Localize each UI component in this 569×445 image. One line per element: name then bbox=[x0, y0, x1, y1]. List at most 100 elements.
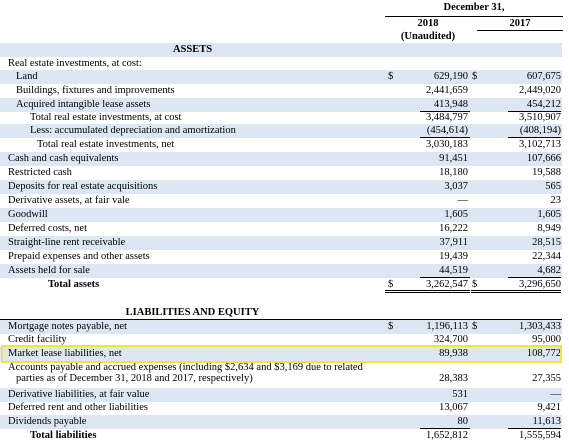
value-2018: 531 bbox=[452, 389, 468, 400]
value-2017: 4,682 bbox=[537, 265, 561, 276]
section-rule bbox=[0, 319, 562, 320]
highlight-box bbox=[1, 345, 562, 363]
value-2017: 565 bbox=[545, 181, 561, 192]
liabilities-title: LIABILITIES AND EQUITY bbox=[125, 307, 260, 318]
row-band bbox=[0, 236, 562, 250]
column-2018-header: 2018 bbox=[417, 18, 439, 29]
asset-row-label: Buildings, fixtures and improvements bbox=[16, 85, 175, 96]
subtotal-rule bbox=[508, 428, 561, 429]
dollar-sign: $ bbox=[388, 321, 394, 332]
subtotal-rule bbox=[420, 111, 470, 112]
value-2018: 2,441,659 bbox=[426, 85, 468, 96]
row-band bbox=[0, 264, 562, 278]
dollar-sign: $ bbox=[388, 279, 394, 290]
row-band bbox=[0, 70, 562, 84]
asset-row-label: Assets held for sale bbox=[8, 265, 90, 276]
value-2017: 454,212 bbox=[526, 99, 561, 110]
value-2017: — bbox=[550, 389, 562, 400]
value-2017: 23 bbox=[550, 195, 562, 206]
asset-row-label: Derivative assets, at fair vale bbox=[8, 195, 130, 206]
value-2018: 1,605 bbox=[444, 209, 468, 220]
row-band bbox=[0, 208, 562, 222]
value-2018: 629,190 bbox=[433, 71, 468, 82]
asset-row-label: Deposits for real estate acquisitions bbox=[8, 181, 158, 192]
dollar-sign: $ bbox=[472, 321, 478, 332]
subtotal-rule bbox=[420, 277, 470, 278]
value-2018: 3,484,797 bbox=[426, 112, 468, 123]
real-estate-subheading: Real estate investments, at cost: bbox=[8, 58, 142, 69]
value-2017: 3,296,650 bbox=[519, 279, 561, 290]
value-2017: 28,515 bbox=[532, 237, 561, 248]
value-2017: 95,000 bbox=[532, 334, 561, 345]
value-2017: 19,588 bbox=[532, 167, 561, 178]
value-2017: (408,194) bbox=[519, 125, 561, 136]
asset-row-label: Total real estate investments, net bbox=[37, 139, 175, 150]
period-rule bbox=[385, 16, 563, 17]
assets-title: ASSETS bbox=[172, 44, 213, 55]
value-2018: 16,222 bbox=[439, 223, 468, 234]
subtotal-rule bbox=[508, 277, 561, 278]
asset-row-label: Prepaid expenses and other assets bbox=[8, 251, 150, 262]
subtotal-rule bbox=[508, 111, 561, 112]
subtotal-rule bbox=[420, 428, 470, 429]
column-2017-header: 2017 bbox=[509, 18, 531, 29]
asset-row-label: Less: accumulated depreciation and amort… bbox=[30, 125, 236, 136]
total-double-rule bbox=[471, 290, 561, 293]
value-2017: 1,303,433 bbox=[519, 321, 561, 332]
value-2017: 2,449,020 bbox=[519, 85, 561, 96]
value-2018: 44,519 bbox=[439, 265, 468, 276]
liability-row-label: Mortgage notes payable, net bbox=[8, 321, 127, 332]
asset-row-label: Straight-line rent receivable bbox=[8, 237, 126, 248]
row-band bbox=[0, 415, 562, 429]
row-band bbox=[0, 320, 562, 334]
value-2018: 19,439 bbox=[439, 251, 468, 262]
total-double-rule bbox=[385, 290, 470, 293]
value-2018: 3,037 bbox=[444, 181, 468, 192]
row-band bbox=[0, 347, 562, 361]
dollar-sign: $ bbox=[472, 279, 478, 290]
asset-row-label: Total assets bbox=[48, 279, 100, 290]
value-2018: 3,030,183 bbox=[426, 139, 468, 150]
value-2018: 324,700 bbox=[433, 334, 468, 345]
asset-row-label: Cash and cash equivalents bbox=[8, 153, 119, 164]
row-band bbox=[0, 180, 562, 194]
value-2018: 1,652,812 bbox=[426, 430, 468, 441]
value-2018: 37,911 bbox=[439, 237, 469, 248]
value-2017: 27,355 bbox=[532, 373, 561, 384]
liability-row-label: Market lease liabilities, net bbox=[8, 348, 122, 359]
value-2018: 13,067 bbox=[439, 402, 468, 413]
row-band bbox=[0, 124, 562, 138]
value-2018: 18,180 bbox=[439, 167, 468, 178]
value-2017: 3,102,713 bbox=[519, 139, 561, 150]
value-2017: 8,949 bbox=[537, 223, 561, 234]
row-band bbox=[0, 98, 562, 112]
dollar-sign: $ bbox=[472, 71, 478, 82]
liability-row-label-cont: parties as of December 31, 2018 and 2017… bbox=[16, 373, 253, 384]
value-2017: 1,605 bbox=[537, 209, 561, 220]
value-2017: 108,772 bbox=[526, 348, 561, 359]
value-2018: 3,262,547 bbox=[426, 279, 468, 290]
asset-row-label: Restricted cash bbox=[8, 167, 72, 178]
value-2017: 11,613 bbox=[532, 416, 562, 427]
value-2017: 3,510,907 bbox=[519, 112, 561, 123]
value-2017: 107,666 bbox=[526, 153, 561, 164]
liability-row-label: Derivative liabilities, at fair value bbox=[8, 389, 150, 400]
value-2017: 22,344 bbox=[532, 251, 561, 262]
liability-row-label: Credit facility bbox=[8, 334, 67, 345]
dollar-sign: $ bbox=[388, 71, 394, 82]
liability-row-label: Dividends payable bbox=[8, 416, 87, 427]
asset-row-label: Total real estate investments, at cost bbox=[30, 112, 182, 123]
value-2018: 1,196,113 bbox=[426, 321, 468, 332]
liability-row-label: Total liabilities bbox=[30, 430, 97, 441]
col-2017-rule bbox=[477, 30, 563, 31]
subtotal-rule bbox=[420, 137, 470, 138]
assets-title-band bbox=[0, 43, 562, 57]
value-2018: (454,614) bbox=[426, 125, 468, 136]
value-2017: 9,421 bbox=[537, 402, 561, 413]
asset-row-label: Land bbox=[16, 71, 38, 82]
liability-row-label: Accounts payable and accrued expenses (i… bbox=[8, 362, 363, 373]
asset-row-label: Acquired intangible lease assets bbox=[16, 99, 151, 110]
value-2018: — bbox=[457, 195, 469, 206]
value-2018: 413,948 bbox=[433, 99, 468, 110]
row-band bbox=[0, 152, 562, 166]
